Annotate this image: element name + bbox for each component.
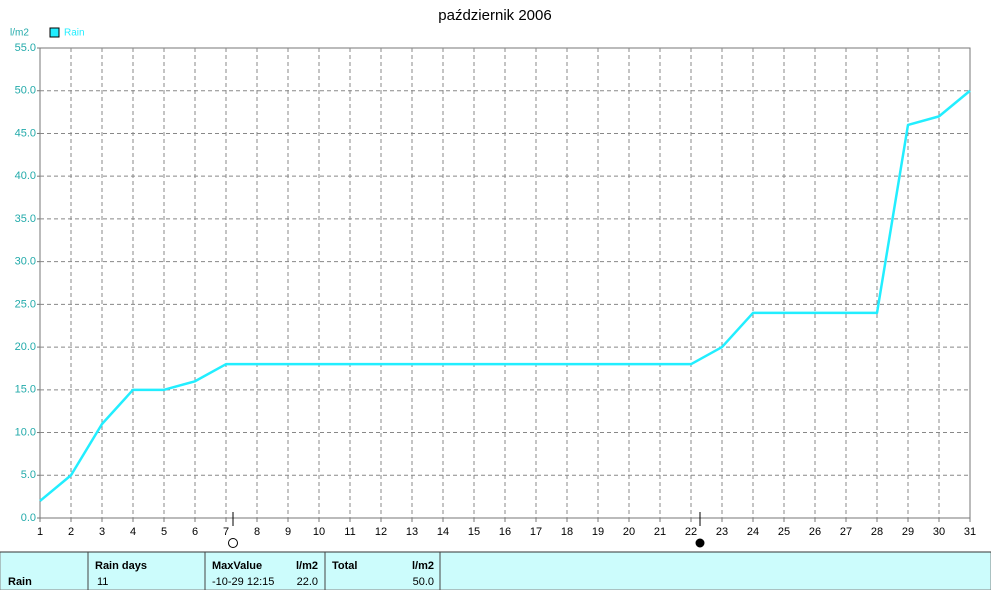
x-tick-label: 19 (592, 526, 604, 538)
y-tick-label: 45.0 (15, 127, 36, 139)
x-tick-label: 6 (192, 526, 198, 538)
table-header: Total (332, 560, 357, 572)
x-tick-label: 17 (530, 526, 542, 538)
y-tick-label: 50.0 (15, 85, 36, 97)
x-tick-label: 12 (375, 526, 387, 538)
y-tick-label: 10.0 (15, 426, 36, 438)
table-unit: l/m2 (296, 560, 318, 572)
x-tick-label: 14 (437, 526, 449, 538)
x-tick-label: 22 (685, 526, 697, 538)
table-unit: l/m2 (412, 560, 434, 572)
x-tick-label: 4 (130, 526, 136, 538)
x-tick-label: 9 (285, 526, 291, 538)
x-tick-label: 2 (68, 526, 74, 538)
line-series (39, 89, 971, 502)
x-tick-label: 30 (933, 526, 945, 538)
table-header: Rain days (95, 560, 147, 572)
x-tick-label: 26 (809, 526, 821, 538)
x-tick-label: 31 (964, 526, 976, 538)
table-value: 22.0 (297, 576, 318, 588)
x-tick-label: 25 (778, 526, 790, 538)
x-tick-label: 28 (871, 526, 883, 538)
y-tick-label: 20.0 (15, 341, 36, 353)
table-time: -10-29 12:15 (212, 576, 274, 588)
table-row-label: Rain (8, 576, 32, 588)
x-tick-label: 18 (561, 526, 573, 538)
x-tick-label: 15 (468, 526, 480, 538)
table-value: 50.0 (413, 576, 434, 588)
y-tick-label: 25.0 (15, 298, 36, 310)
legend-label: Rain (64, 28, 85, 39)
x-tick-label: 23 (716, 526, 728, 538)
x-tick-label: 13 (406, 526, 418, 538)
x-tick-label: 29 (902, 526, 914, 538)
y-tick-label: 5.0 (21, 469, 36, 481)
full-moon-icon (228, 538, 238, 548)
y-tick-label: 35.0 (15, 213, 36, 225)
x-tick-label: 3 (99, 526, 105, 538)
x-tick-label: 8 (254, 526, 260, 538)
y-tick-label: 55.0 (15, 42, 36, 54)
stats-table (0, 551, 991, 590)
x-tick-label: 7 (223, 526, 229, 538)
x-tick-label: 5 (161, 526, 167, 538)
table-header: MaxValue (212, 560, 262, 572)
x-tick-label: 16 (499, 526, 511, 538)
y-tick-label: 15.0 (15, 384, 36, 396)
x-tick-label: 10 (313, 526, 325, 538)
y-axis-label: l/m2 (10, 28, 29, 39)
y-tick-label: 0.0 (21, 512, 36, 524)
x-tick-label: 11 (344, 526, 355, 538)
x-tick-label: 20 (623, 526, 635, 538)
y-tick-label: 30.0 (15, 256, 36, 268)
y-tick-label: 40.0 (15, 170, 36, 182)
x-tick-label: 1 (37, 526, 43, 538)
legend-swatch (49, 27, 60, 38)
x-tick-label: 21 (654, 526, 666, 538)
x-tick-label: 27 (840, 526, 852, 538)
new-moon-icon (695, 538, 705, 548)
table-value: 11 (97, 576, 108, 588)
x-tick-label: 24 (747, 526, 759, 538)
chart-title: październik 2006 (438, 7, 551, 24)
